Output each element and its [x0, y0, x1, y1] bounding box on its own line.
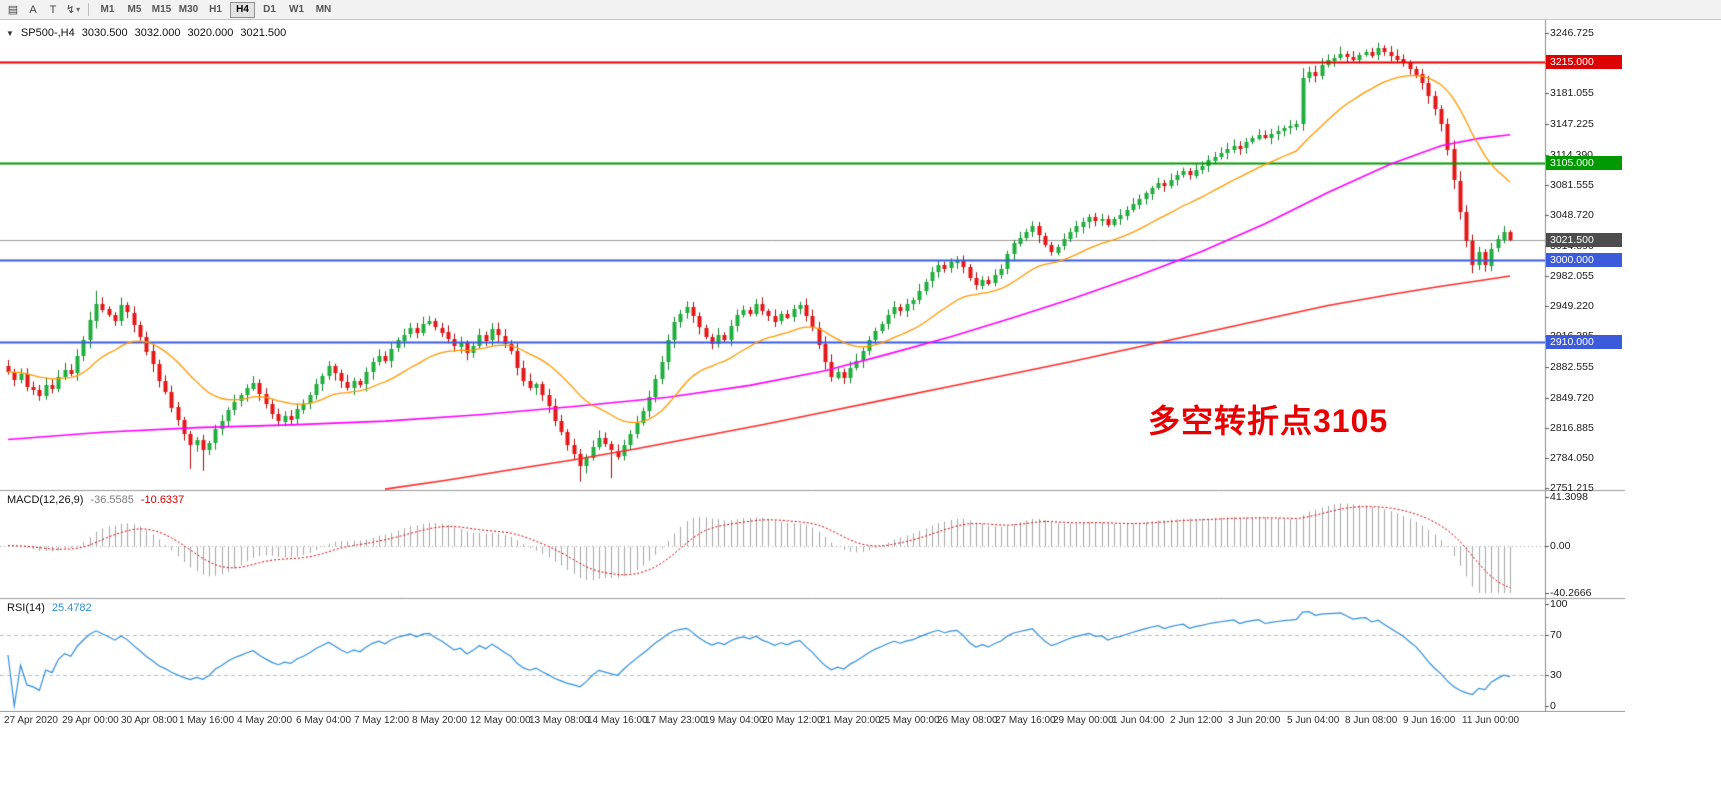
timeframe-w1[interactable]: W1 — [284, 2, 309, 18]
collapse-icon[interactable]: ▼ — [6, 28, 14, 38]
rsi-axis-label: 0 — [1550, 700, 1556, 712]
annotation-text[interactable]: 多空转折点3105 — [1148, 403, 1389, 439]
price-tick-label: 2982.055 — [1550, 270, 1594, 283]
time-axis-label: 19 May 04:00 — [704, 715, 765, 726]
rsi-indicator-name: RSI(14) — [7, 602, 45, 614]
time-axis-label: 29 Apr 00:00 — [62, 715, 119, 726]
price-tick-label: 2751.215 — [1550, 482, 1594, 494]
time-axis-label: 6 May 04:00 — [296, 715, 352, 726]
time-axis-label: 2 Jun 12:00 — [1170, 715, 1223, 726]
time-axis-label: 20 May 12:00 — [762, 715, 823, 726]
timeframe-h4[interactable]: H4 — [230, 1, 255, 18]
time-axis-label: 30 Apr 08:00 — [121, 715, 178, 726]
level-badge-3215.000: 3215.000 — [1546, 55, 1622, 70]
current-price-badge: 3021.500 — [1546, 232, 1622, 247]
high-value: 3032.000 — [134, 27, 181, 39]
time-axis-label: 8 Jun 08:00 — [1345, 715, 1398, 726]
macd-panel-title: MACD(12,26,9) -36.5585 -10.6337 — [7, 494, 184, 506]
price-tick-label: 2949.220 — [1550, 300, 1594, 313]
rsi-axis-label: 100 — [1550, 598, 1568, 610]
timeframe-mn[interactable]: MN — [311, 2, 336, 18]
close-value: 3021.500 — [240, 27, 287, 39]
level-badge-2910.000: 2910.000 — [1546, 335, 1622, 350]
price-tick-label: 2882.555 — [1550, 361, 1594, 374]
rsi-axis-label: 70 — [1550, 628, 1562, 641]
low-value: 3020.000 — [187, 27, 234, 39]
timeframe-m1[interactable]: M1 — [95, 2, 120, 18]
price-tick-label: 2784.050 — [1550, 451, 1594, 464]
time-axis-label: 4 May 20:00 — [237, 715, 293, 726]
timeframe-m15[interactable]: M15 — [149, 2, 174, 18]
price-tick-label: 3181.055 — [1550, 87, 1594, 100]
time-axis-label: 17 May 23:00 — [645, 715, 706, 726]
price-tick-label: 3246.725 — [1550, 27, 1594, 39]
toolbar-separator — [88, 3, 89, 16]
price-tick-label: 3147.225 — [1550, 118, 1594, 131]
chart-bars-icon[interactable]: ▤ — [4, 2, 22, 18]
macd-main-value: -36.5585 — [90, 494, 134, 506]
time-axis-label: 5 Jun 04:00 — [1287, 715, 1340, 726]
indicator-tool-icon[interactable]: ↯ ▾ — [65, 3, 81, 16]
time-axis-label: 26 May 08:00 — [937, 715, 998, 726]
time-axis-label: 29 May 00:00 — [1053, 715, 1114, 726]
price-tick-label: 3048.720 — [1550, 208, 1594, 221]
time-axis-label: 1 May 16:00 — [179, 715, 235, 726]
time-axis-label: 9 Jun 16:00 — [1403, 715, 1456, 726]
toolbar: ▤ A T ↯ ▾ M1 M5 M15 M30 H1 H4 D1 W1 MN — [0, 0, 1721, 20]
price-tick-label: 3081.555 — [1550, 178, 1594, 191]
price-tick-label: 2816.885 — [1550, 421, 1594, 434]
time-axis-label: 21 May 20:00 — [820, 715, 881, 726]
timeframe-group: M1 M5 M15 M30 H1 H4 D1 W1 MN — [94, 1, 337, 18]
time-axis-label: 12 May 00:00 — [470, 715, 531, 726]
macd-signal-value: -10.6337 — [140, 494, 185, 506]
symbol-timeframe-label: SP500-,H4 — [20, 27, 75, 39]
timeframe-d1[interactable]: D1 — [257, 2, 282, 18]
level-badge-3000.000: 3000.000 — [1546, 252, 1622, 267]
rsi-value: 25.4782 — [51, 602, 92, 614]
level-badge-3105.000: 3105.000 — [1546, 156, 1622, 171]
timeframe-m30[interactable]: M30 — [176, 2, 201, 18]
macd-axis-label: 41.3098 — [1550, 491, 1588, 503]
time-axis-label: 11 Jun 00:00 — [1462, 715, 1520, 726]
time-axis-label: 1 Jun 04:00 — [1112, 715, 1165, 726]
timeframe-h1[interactable]: H1 — [203, 2, 228, 18]
price-tick-label: 2849.720 — [1550, 391, 1594, 404]
rsi-axis-label: 30 — [1550, 669, 1562, 682]
macd-axis-label: -40.2666 — [1550, 587, 1592, 599]
cursor-tool-icon[interactable]: A — [24, 2, 42, 18]
time-axis-label: 8 May 20:00 — [412, 715, 468, 726]
macd-indicator-name: MACD(12,26,9) — [7, 494, 84, 506]
dropdown-caret-icon: ▾ — [76, 4, 81, 14]
macd-axis-label: 0.00 — [1550, 539, 1571, 552]
time-axis-label: 3 Jun 20:00 — [1228, 715, 1281, 726]
toolbar-tools: ▤ A T ↯ ▾ — [3, 2, 83, 18]
text-tool-icon[interactable]: T — [44, 2, 62, 18]
open-value: 3030.500 — [81, 27, 128, 39]
time-axis-label: 27 May 16:00 — [995, 715, 1056, 726]
time-axis-label: 13 May 08:00 — [529, 715, 590, 726]
chart-canvas[interactable] — [0, 20, 1625, 712]
time-axis-label: 27 Apr 2020 — [4, 715, 58, 726]
rsi-panel-title: RSI(14) 25.4782 — [7, 602, 92, 614]
time-axis-label: 25 May 00:00 — [879, 715, 940, 726]
time-axis-label: 7 May 12:00 — [354, 715, 410, 726]
timeframe-m5[interactable]: M5 — [122, 2, 147, 18]
chart-title: ▼ SP500-,H4 3030.500 3032.000 3020.000 3… — [6, 27, 286, 39]
time-axis-label: 14 May 16:00 — [587, 715, 648, 726]
